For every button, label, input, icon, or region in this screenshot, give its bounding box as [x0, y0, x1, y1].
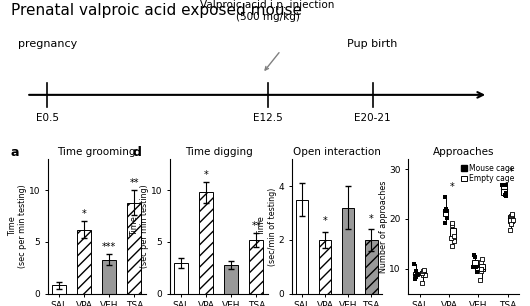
Text: *: *	[82, 209, 86, 219]
Point	[498, 183, 507, 188]
Point	[502, 193, 510, 198]
Text: ***: ***	[102, 242, 117, 252]
Point	[441, 220, 449, 225]
Bar	[250, 240, 263, 294]
Point	[411, 269, 420, 274]
Bar	[77, 230, 91, 294]
Point	[440, 194, 449, 199]
Title: Approaches: Approaches	[433, 147, 494, 157]
Bar	[52, 285, 66, 294]
Bar	[342, 207, 355, 294]
Point	[448, 223, 456, 228]
Text: *: *	[449, 181, 454, 192]
Point	[418, 271, 426, 275]
Y-axis label: Time
(sec/min of testing): Time (sec/min of testing)	[258, 187, 277, 266]
Point	[469, 265, 478, 270]
Point	[412, 271, 421, 276]
Point	[410, 261, 419, 266]
Bar	[199, 192, 213, 294]
Point	[447, 235, 455, 240]
Point	[477, 269, 485, 274]
Text: Prenatal valproic acid exposed mouse: Prenatal valproic acid exposed mouse	[11, 3, 302, 18]
Point	[411, 276, 419, 281]
Point	[470, 264, 479, 269]
Point	[507, 214, 515, 219]
Text: E12.5: E12.5	[253, 113, 282, 123]
Point	[501, 193, 509, 198]
Text: E0.5: E0.5	[36, 113, 59, 123]
Text: d: d	[132, 146, 141, 159]
Point	[448, 221, 456, 226]
Point	[420, 268, 428, 273]
Point	[448, 244, 456, 249]
Text: **: **	[130, 178, 139, 188]
Point	[412, 274, 420, 279]
Bar	[224, 265, 238, 294]
Text: a: a	[11, 146, 19, 159]
Title: Time digging: Time digging	[185, 147, 252, 157]
Bar	[365, 240, 377, 294]
Point	[508, 218, 517, 222]
Bar	[102, 259, 116, 294]
Point	[418, 280, 426, 285]
Point	[508, 213, 516, 218]
Point	[440, 209, 449, 214]
Y-axis label: Number of approaches: Number of approaches	[378, 180, 387, 273]
Point	[443, 215, 451, 220]
Text: E20-21: E20-21	[354, 113, 391, 123]
Text: *: *	[204, 170, 208, 180]
Text: Pup birth: Pup birth	[347, 39, 398, 49]
Text: Valproic acid i.p. injection
(500 mg/kg): Valproic acid i.p. injection (500 mg/kg)	[200, 0, 335, 22]
Point	[470, 253, 478, 258]
Point	[472, 265, 480, 270]
Point	[476, 259, 485, 264]
Title: Time grooming: Time grooming	[57, 147, 136, 157]
Point	[450, 239, 458, 244]
Point	[476, 278, 485, 283]
Text: *: *	[369, 214, 374, 224]
Text: **: **	[252, 221, 261, 231]
Legend: Mouse cage, Empty cage: Mouse cage, Empty cage	[460, 163, 516, 184]
Y-axis label: Time
(sec per min testing): Time (sec per min testing)	[8, 185, 27, 268]
Point	[443, 209, 451, 214]
Bar	[174, 263, 188, 294]
Y-axis label: Time
(sec per min testing): Time (sec per min testing)	[130, 185, 149, 268]
Bar	[319, 240, 331, 294]
Point	[478, 256, 486, 261]
Text: pregnancy: pregnancy	[17, 39, 77, 49]
Text: *: *	[323, 216, 328, 226]
Point	[449, 233, 458, 238]
Point	[477, 267, 485, 272]
Point	[441, 207, 450, 212]
Point	[508, 211, 517, 216]
Bar	[296, 200, 308, 294]
Text: *: *	[508, 166, 513, 177]
Point	[421, 273, 429, 278]
Point	[419, 268, 428, 273]
Bar	[128, 203, 142, 294]
Point	[477, 267, 485, 272]
Point	[473, 270, 481, 274]
Point	[502, 183, 510, 188]
Point	[419, 273, 428, 278]
Point	[506, 227, 514, 232]
Point	[507, 222, 515, 227]
Point	[413, 271, 421, 276]
Point	[502, 183, 510, 188]
Point	[471, 255, 480, 260]
Point	[501, 191, 510, 196]
Title: Open interaction: Open interaction	[293, 147, 381, 157]
